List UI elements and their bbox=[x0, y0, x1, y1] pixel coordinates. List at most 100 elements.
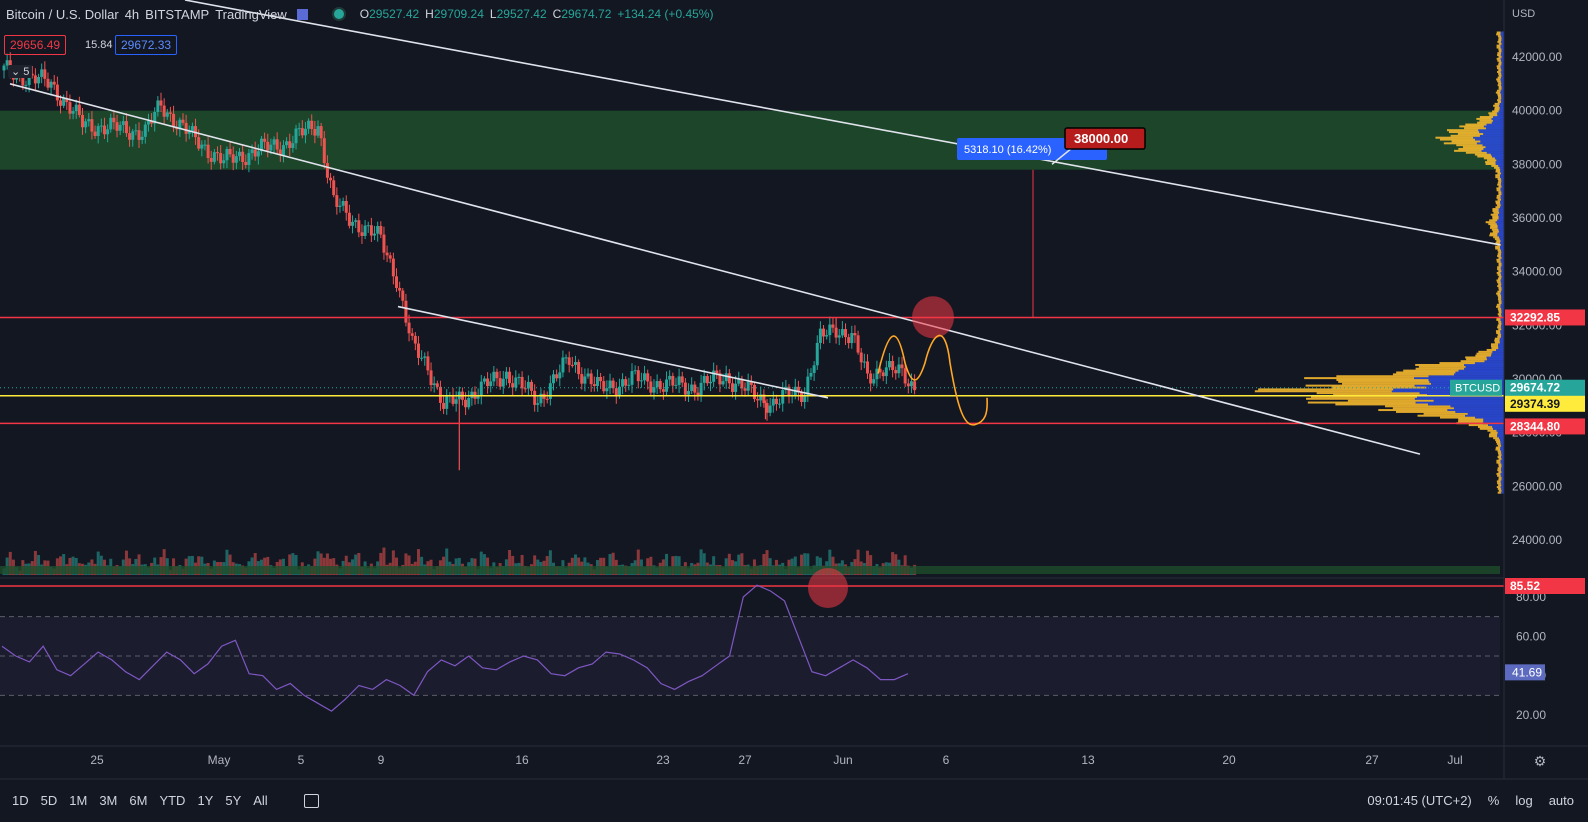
volume-profile-bar bbox=[1310, 395, 1418, 398]
candle-body bbox=[395, 276, 398, 288]
volume-profile-bar bbox=[1501, 491, 1504, 494]
candle-body bbox=[530, 381, 534, 391]
timeframe-5d[interactable]: 5D bbox=[40, 793, 58, 808]
volume-profile-bar bbox=[1494, 339, 1500, 342]
volume-profile-bar bbox=[1492, 215, 1499, 218]
candle-body bbox=[65, 98, 69, 103]
candle-body bbox=[187, 131, 191, 134]
timeframe-3m[interactable]: 3M bbox=[99, 793, 118, 808]
volume-profile-bar bbox=[1498, 489, 1502, 492]
volume-profile-bar bbox=[1489, 219, 1498, 222]
volume-bar bbox=[611, 552, 615, 575]
volume-profile-bar bbox=[1497, 268, 1501, 271]
candle-body bbox=[360, 232, 364, 236]
volume-bar bbox=[573, 554, 577, 575]
volume-profile-bar bbox=[1465, 123, 1487, 126]
volume-profile-bar bbox=[1479, 119, 1493, 122]
volume-profile-bar bbox=[1450, 134, 1480, 137]
candle-body bbox=[269, 144, 273, 151]
volume-profile-bar bbox=[1497, 40, 1502, 43]
flag-icon[interactable] bbox=[296, 8, 308, 20]
candle-body bbox=[646, 373, 650, 382]
candle-body bbox=[872, 379, 876, 384]
volume-profile-bar bbox=[1501, 311, 1504, 314]
lower-trendline bbox=[397, 305, 829, 399]
timeframe-ytd[interactable]: YTD bbox=[159, 793, 186, 808]
candle-body bbox=[482, 378, 486, 382]
timeframe-1m[interactable]: 1M bbox=[69, 793, 88, 808]
volume-bar bbox=[677, 556, 681, 575]
candle-body bbox=[344, 200, 348, 213]
volume-profile-bar bbox=[1500, 54, 1504, 57]
candle-body bbox=[338, 205, 342, 207]
timeframe-all[interactable]: All bbox=[253, 793, 268, 808]
volume-profile-bar bbox=[1347, 399, 1434, 402]
horizontal-levels[interactable] bbox=[0, 316, 1504, 425]
timeframe-1d[interactable]: 1D bbox=[12, 793, 29, 808]
volume-profile-bar bbox=[1468, 424, 1489, 427]
candle-body bbox=[853, 333, 857, 336]
buy-button[interactable]: 29672.33 bbox=[115, 35, 178, 55]
auto-toggle[interactable]: auto bbox=[1548, 793, 1574, 808]
time-axis[interactable]: 25 May 5 9 16 23 27 Jun 6 13 20 27 Jul ⚙ bbox=[0, 745, 1588, 780]
candle-body bbox=[837, 335, 841, 338]
volume-profile-bar bbox=[1497, 234, 1504, 237]
trendlines[interactable]: 5318.10 (16.42%) 38000.00 bbox=[9, 0, 1501, 455]
volume-profile-bar bbox=[1496, 305, 1501, 308]
log-toggle[interactable]: log bbox=[1515, 793, 1533, 808]
timeframe-1y[interactable]: 1Y bbox=[197, 793, 214, 808]
timeframe-5y[interactable]: 5Y bbox=[225, 793, 242, 808]
candle-body bbox=[470, 391, 474, 399]
price-axis[interactable]: USD 42000.00 40000.00 38000.00 36000.00 34000… bbox=[1450, 0, 1588, 779]
volume-profile-bar bbox=[1391, 390, 1504, 393]
volume-profile-bar bbox=[1496, 57, 1501, 60]
volume-profile-bar bbox=[1497, 255, 1501, 258]
volume-profile-bar bbox=[1500, 202, 1504, 205]
candle-body bbox=[281, 145, 285, 156]
candle-body bbox=[539, 393, 543, 404]
volume-profile-bar bbox=[1501, 87, 1504, 90]
volume-profile-bar bbox=[1316, 392, 1420, 395]
volume-profile-bar bbox=[1500, 206, 1504, 209]
candle-body bbox=[55, 84, 59, 101]
volume-bar bbox=[520, 554, 524, 575]
interval-label[interactable]: 4h bbox=[124, 6, 140, 22]
volume-bar bbox=[294, 555, 298, 575]
candle-body bbox=[614, 388, 618, 396]
volume-profile-bar bbox=[1498, 301, 1502, 304]
volume-profile-bar bbox=[1500, 31, 1504, 34]
candle-body bbox=[376, 226, 380, 234]
timeframe-6m[interactable]: 6M bbox=[129, 793, 148, 808]
volume-profile-bar bbox=[1497, 226, 1504, 229]
candle-body bbox=[548, 383, 552, 399]
candle-body bbox=[633, 370, 637, 372]
volume-bar bbox=[404, 553, 408, 575]
volume-profile-bar bbox=[1497, 266, 1501, 269]
volume-profile-bar bbox=[1499, 104, 1504, 107]
volume-bar bbox=[382, 547, 386, 575]
candle-body bbox=[197, 137, 201, 149]
volume-profile-bar bbox=[1501, 262, 1504, 265]
candle-body bbox=[77, 104, 81, 116]
candle-body bbox=[693, 384, 697, 393]
volume-profile-bar bbox=[1496, 187, 1501, 190]
clock[interactable]: 09:01:45 (UTC+2) bbox=[1367, 793, 1472, 808]
volume-profile-bar bbox=[1497, 54, 1501, 57]
candle-body bbox=[803, 394, 807, 402]
candle-body bbox=[294, 128, 298, 144]
volume-profile-bar bbox=[1493, 437, 1500, 440]
indicators-collapse-button[interactable]: ⌄ 5 bbox=[8, 65, 33, 78]
percent-toggle[interactable]: % bbox=[1487, 793, 1500, 808]
sell-button[interactable]: 29656.49 bbox=[4, 35, 67, 55]
date-range-icon[interactable] bbox=[303, 793, 319, 808]
candle-body bbox=[93, 131, 97, 136]
volume-profile-bar bbox=[1465, 151, 1487, 154]
volume-profile-bar bbox=[1501, 97, 1504, 100]
time-tick: 9 bbox=[378, 753, 385, 767]
volume-profile-bar bbox=[1500, 332, 1504, 335]
volume-profile-bar bbox=[1501, 288, 1504, 291]
volume-profile-bar bbox=[1495, 174, 1501, 177]
volume-profile-bar bbox=[1501, 484, 1504, 487]
symbol-title[interactable]: Bitcoin / U.S. Dollar bbox=[6, 6, 119, 22]
